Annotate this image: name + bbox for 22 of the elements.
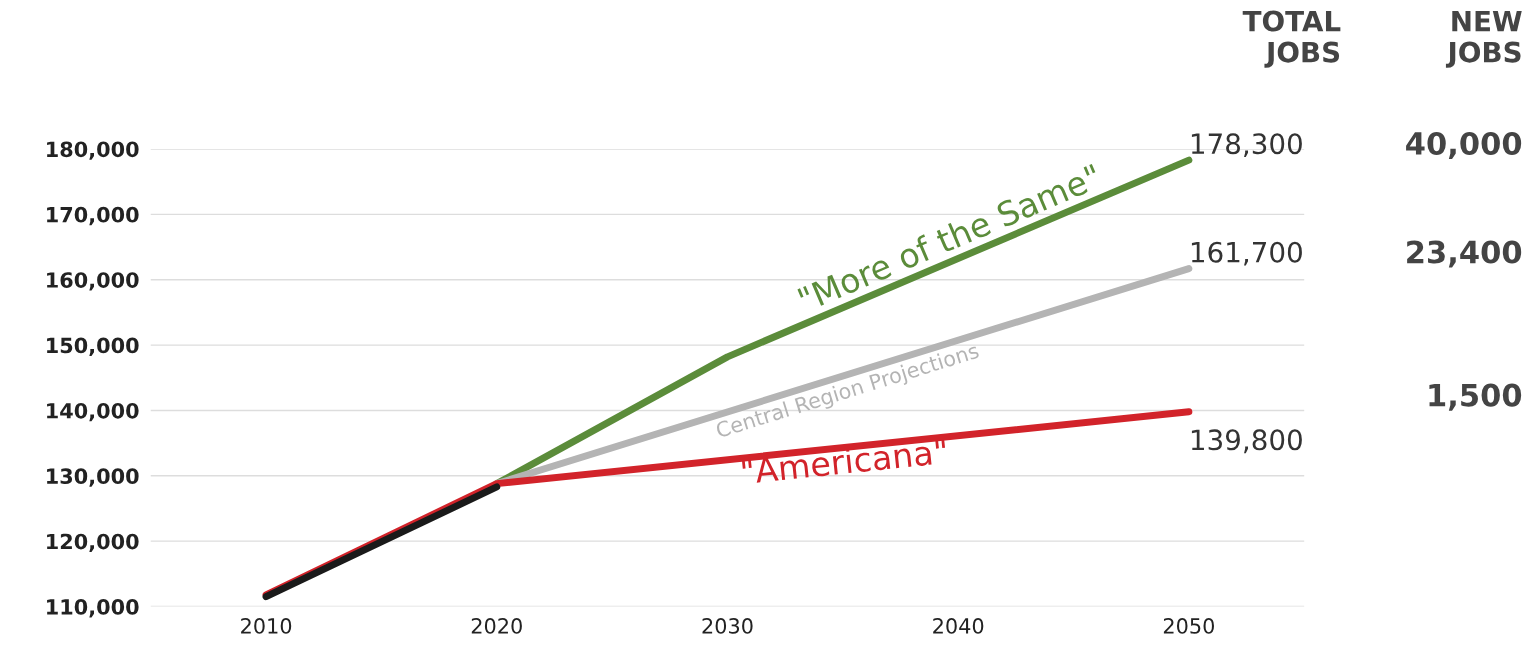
y-tick-label: 120,000 [47,533,139,553]
y-tick-label: 130,000 [47,468,139,487]
y-tick-label: 140,000 [47,402,139,422]
x-tick-label: 2040 [933,618,984,634]
text: 23,400 [1407,240,1522,268]
data-label: 139,800 [1191,429,1302,454]
text: NEW JOBS [1445,10,1522,68]
data-label: 161,700 [1191,241,1302,266]
y-tick-label: 170,000 [47,206,139,226]
text: 40,000 [1406,131,1522,159]
text: 1,500 [1429,383,1522,411]
data-label: 178,300 [1191,133,1302,158]
text: "Americana" [741,437,947,485]
x-tick-label: 2010 [241,618,292,634]
y-tick-label: 110,000 [47,599,139,618]
y-tick-label: 160,000 [47,272,139,291]
y-tick-label: 180,000 [47,141,139,160]
text: TOTAL JOBS [1242,10,1341,68]
x-tick-label: 2020 [471,618,522,634]
y-tick-label: 150,000 [47,337,139,356]
x-tick-label: 2030 [702,618,753,634]
x-tick-label: 2050 [1163,618,1214,634]
